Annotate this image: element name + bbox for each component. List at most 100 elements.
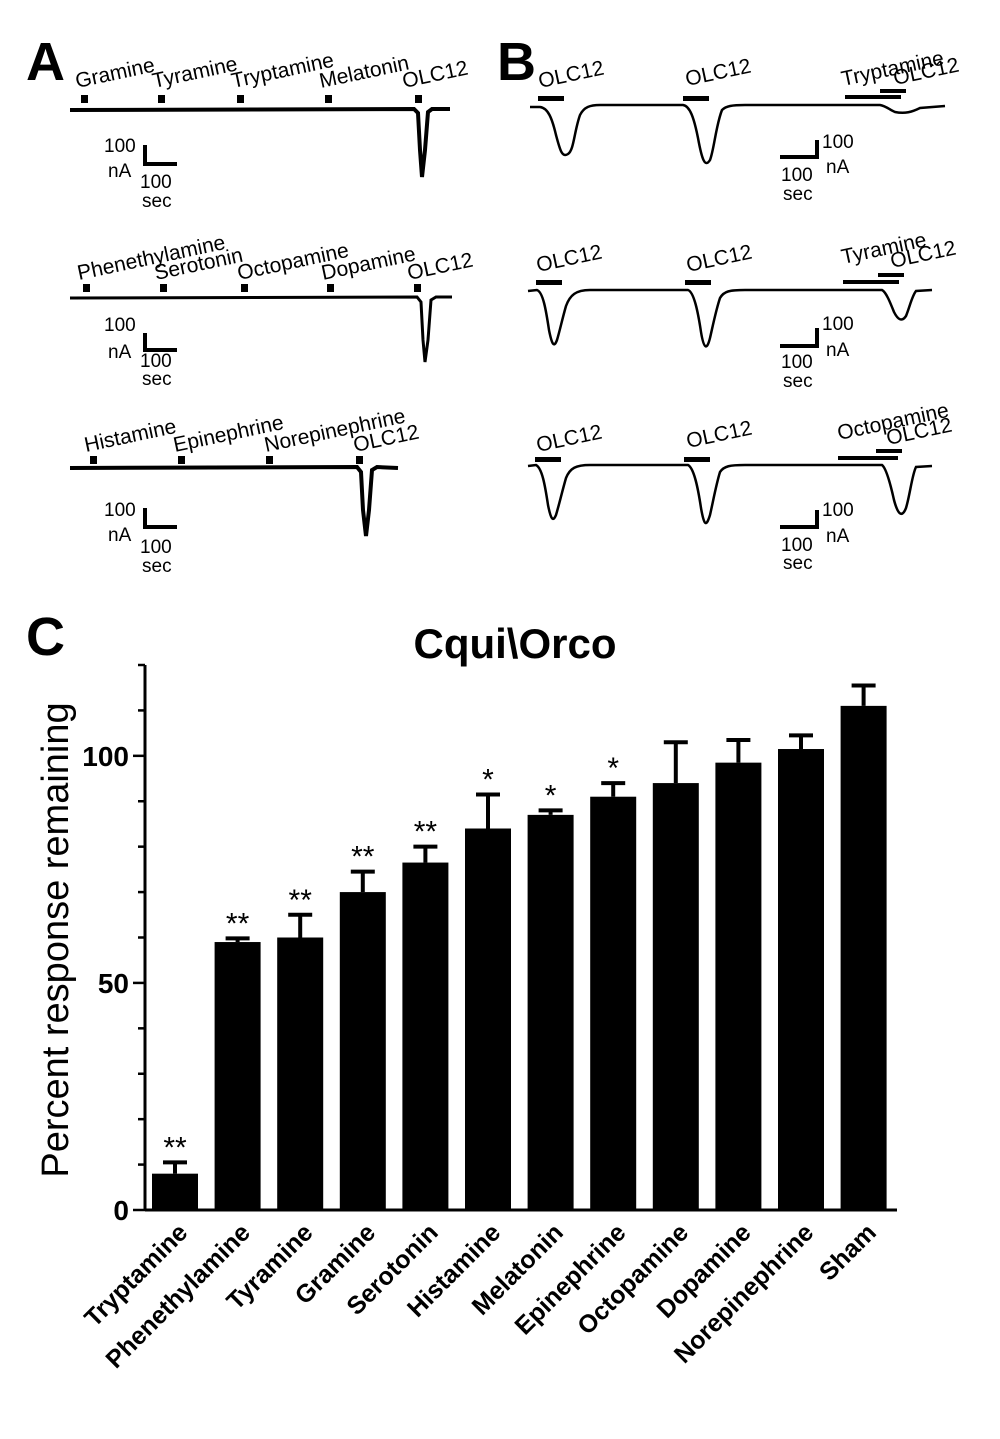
scale-time: 100: [140, 351, 172, 372]
chart-axes: 0 50 100: [82, 663, 897, 1226]
trace-b2: [527, 288, 933, 348]
stim-label: OLC12: [684, 241, 754, 277]
trace-a2: [69, 295, 452, 363]
significance-marker: **: [289, 884, 313, 917]
scale-current-unit: nA: [108, 342, 132, 363]
panel-a-row-2: Phenethylamine Serotonin Octopamine Dopa…: [69, 231, 475, 390]
scale-time-unit: sec: [783, 184, 813, 205]
y-tick-label: 0: [113, 1195, 129, 1226]
significance-marker: *: [607, 752, 619, 785]
bar: [277, 937, 324, 1210]
bar: [652, 783, 699, 1210]
trace-a3: [69, 464, 399, 537]
stim-marker: [81, 95, 88, 103]
stim-marker: [266, 456, 273, 464]
y-axis-title: Percent response remaining: [35, 702, 77, 1177]
chart-title: Cqui\Orco: [413, 620, 616, 667]
significance-marker: **: [351, 841, 375, 874]
scale-time: 100: [781, 352, 813, 373]
trace-b1: [530, 103, 946, 165]
stim-label: OLC12: [684, 417, 754, 453]
scale-current-unit: nA: [108, 161, 132, 182]
stim-label: Tyramine: [150, 52, 239, 92]
stim-bar: [685, 280, 711, 285]
bar: [214, 942, 261, 1210]
chart-bars: *********** **: [152, 683, 887, 1210]
significance-marker: **: [163, 1131, 187, 1164]
bar: [465, 828, 511, 1210]
stim-bar: [876, 449, 902, 453]
bar: [152, 1173, 198, 1210]
panel-b-row-3: OLC12 OLC12 Octopamine OLC12 100 nA 100 …: [527, 399, 954, 574]
panel-c-label: C: [26, 607, 65, 667]
panel-a: A Gramine Tyramine Tryptamine Melatonin …: [26, 32, 475, 577]
stim-bar: [843, 280, 899, 284]
panel-b-label: B: [497, 32, 536, 92]
significance-marker: *: [482, 763, 494, 796]
stim-marker: [414, 284, 421, 292]
scale-bar: [143, 145, 177, 166]
scale-time-unit: sec: [783, 371, 813, 392]
scale-current-unit: nA: [826, 157, 850, 178]
scale-current: 100: [822, 132, 854, 153]
scale-current-unit: nA: [108, 525, 132, 546]
stim-bar: [845, 95, 901, 99]
stim-label: OLC12: [683, 55, 753, 91]
stim-bar: [838, 456, 898, 460]
significance-marker: **: [414, 816, 438, 849]
stim-label: OLC12: [400, 57, 470, 93]
stim-bar: [684, 457, 710, 462]
scale-current: 100: [104, 500, 136, 521]
scale-bar: [780, 510, 819, 529]
scale-current: 100: [822, 500, 854, 521]
y-tick-label: 50: [98, 968, 129, 999]
panel-c: C Cqui\Orco Percent response remaining 0…: [26, 607, 897, 1374]
scale-time-unit: sec: [142, 369, 172, 390]
scale-bar: [780, 140, 819, 159]
scale-time: 100: [781, 165, 813, 186]
stim-bar: [880, 89, 906, 93]
stim-label: OLC12: [536, 57, 606, 93]
scale-bar: [143, 508, 177, 529]
stim-label: OLC12: [534, 241, 604, 277]
stim-marker: [356, 456, 363, 464]
panel-a-label: A: [26, 32, 65, 92]
stim-marker: [83, 284, 90, 292]
scale-time: 100: [140, 172, 172, 193]
stim-bar: [536, 280, 562, 285]
panel-b-row-2: OLC12 OLC12 Tyramine OLC12 100 nA 100 se…: [527, 228, 958, 392]
scale-time-unit: sec: [142, 556, 172, 577]
panel-a-row-3: Histamine Epinephrine Norepinephrine OLC…: [69, 405, 421, 577]
scale-current: 100: [104, 136, 136, 157]
y-tick-label: 100: [82, 741, 129, 772]
stim-label: OLC12: [534, 421, 604, 457]
stim-marker: [178, 456, 185, 464]
stim-marker: [160, 284, 167, 292]
significance-marker: *: [545, 779, 557, 812]
bar: [715, 762, 762, 1210]
scale-current-unit: nA: [826, 526, 850, 547]
stim-label: Histamine: [82, 415, 178, 457]
scale-time: 100: [140, 537, 172, 558]
panel-b: B OLC12 OLC12 Tryptamine OLC12 100 nA 10…: [497, 32, 961, 574]
stim-label: OLC12: [405, 249, 475, 285]
scale-bar: [143, 333, 177, 352]
bar: [840, 705, 887, 1210]
scale-current: 100: [104, 315, 136, 336]
stim-marker: [415, 95, 422, 103]
scale-current-unit: nA: [826, 340, 850, 361]
x-tick-label: Sham: [814, 1218, 882, 1286]
stim-label: Gramine: [73, 54, 157, 93]
scale-time-unit: sec: [783, 553, 813, 574]
scale-current: 100: [822, 314, 854, 335]
stim-marker: [327, 284, 334, 292]
scale-time: 100: [781, 535, 813, 556]
scale-bar: [780, 328, 819, 348]
bar: [402, 862, 449, 1210]
stim-marker: [237, 95, 244, 103]
stim-marker: [158, 95, 165, 103]
trace-b3: [527, 463, 933, 525]
scale-time-unit: sec: [142, 191, 172, 212]
significance-marker: **: [226, 907, 250, 940]
